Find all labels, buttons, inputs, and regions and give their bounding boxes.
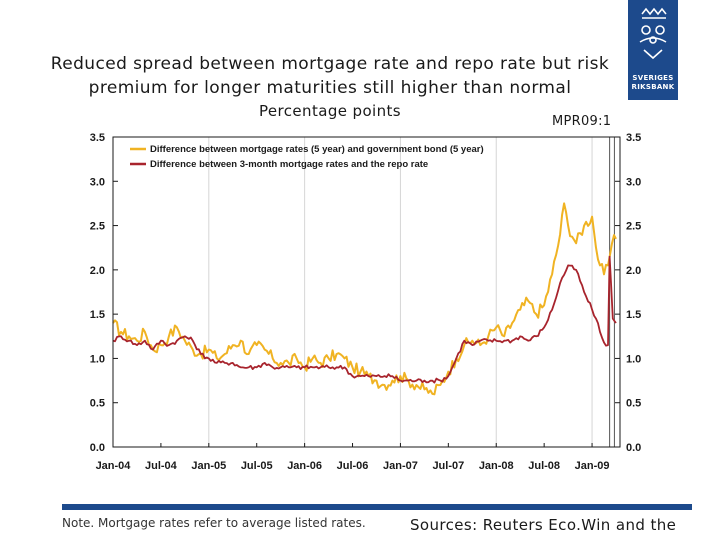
right-tick-label-1: 0.5 xyxy=(626,398,641,410)
title-line-1: Reduced spread between mortgage rate and… xyxy=(50,54,610,74)
crown-emblem-icon xyxy=(639,7,667,60)
report-tag: MPR09:1 xyxy=(552,114,612,129)
title-line-2: premium for longer maturities still high… xyxy=(88,78,572,98)
x-tick-label-4: Jan-06 xyxy=(287,460,322,472)
legend-label-3m-repo: Difference between 3-month mortgage rate… xyxy=(150,159,428,170)
left-tick-label-3: 1.5 xyxy=(90,309,105,321)
series-line-3m-repo xyxy=(112,255,617,384)
left-tick-label-1: 0.5 xyxy=(90,398,105,410)
x-tick-label-8: Jan-08 xyxy=(479,460,514,472)
right-y-axis: 0.0 0.5 1.0 1.5 2.0 2.5 3.0 3.5 xyxy=(615,132,641,454)
riksbank-logo: SVERIGES RIKSBANK xyxy=(628,0,678,100)
series-line-mortgage-5y xyxy=(112,202,617,396)
x-tick-label-10: Jan-09 xyxy=(575,460,610,472)
logo-text-line1: SVERIGES xyxy=(632,74,674,82)
legend-label-mortgage-5y: Difference between mortgage rates (5 yea… xyxy=(150,144,484,155)
x-tick-label-2: Jan-05 xyxy=(191,460,226,472)
right-tick-label-5: 2.5 xyxy=(626,221,641,233)
chart-title: Reduced spread between mortgage rate and… xyxy=(20,52,640,100)
series-layer xyxy=(112,202,617,396)
footer-bar xyxy=(62,504,692,510)
plot-frame xyxy=(112,136,621,448)
right-tick-label-0: 0.0 xyxy=(626,442,641,454)
footnote: Note. Mortgage rates refer to average li… xyxy=(62,516,366,530)
chart-subtitle: Percentage points xyxy=(258,102,402,120)
x-axis: Jan-04 Jul-04 Jan-05 Jul-05 Jan-06 Jul-06 Jan-… xyxy=(96,443,610,472)
left-y-axis: 0.0 0.5 1.0 1.5 2.0 2.5 3.0 3.5 xyxy=(90,132,118,454)
left-tick-label-4: 2.0 xyxy=(90,265,105,277)
right-tick-label-3: 1.5 xyxy=(626,309,641,321)
sources-text: Sources: Reuters Eco.Win and the xyxy=(410,516,677,534)
right-tick-label-7: 3.5 xyxy=(626,132,641,144)
grid-layer xyxy=(208,137,615,447)
x-tick-label-9: Jul-08 xyxy=(528,460,560,472)
right-tick-label-4: 2.0 xyxy=(626,265,641,277)
x-tick-label-5: Jul-06 xyxy=(337,460,369,472)
x-tick-label-3: Jul-05 xyxy=(241,460,273,472)
right-tick-label-6: 3.0 xyxy=(626,176,641,188)
logo-text-line2: RIKSBANK xyxy=(631,83,675,91)
left-tick-label-7: 3.5 xyxy=(90,132,105,144)
right-tick-label-2: 1.0 xyxy=(626,353,641,365)
x-tick-label-7: Jul-07 xyxy=(432,460,464,472)
x-tick-label-6: Jan-07 xyxy=(383,460,418,472)
left-tick-label-2: 1.0 xyxy=(90,353,105,365)
x-tick-label-0: Jan-04 xyxy=(96,460,132,472)
left-tick-label-0: 0.0 xyxy=(90,442,105,454)
legend: Difference between mortgage rates (5 yea… xyxy=(130,144,484,170)
x-tick-label-1: Jul-04 xyxy=(145,460,178,472)
left-tick-label-6: 3.0 xyxy=(90,176,105,188)
left-tick-label-5: 2.5 xyxy=(90,221,105,233)
